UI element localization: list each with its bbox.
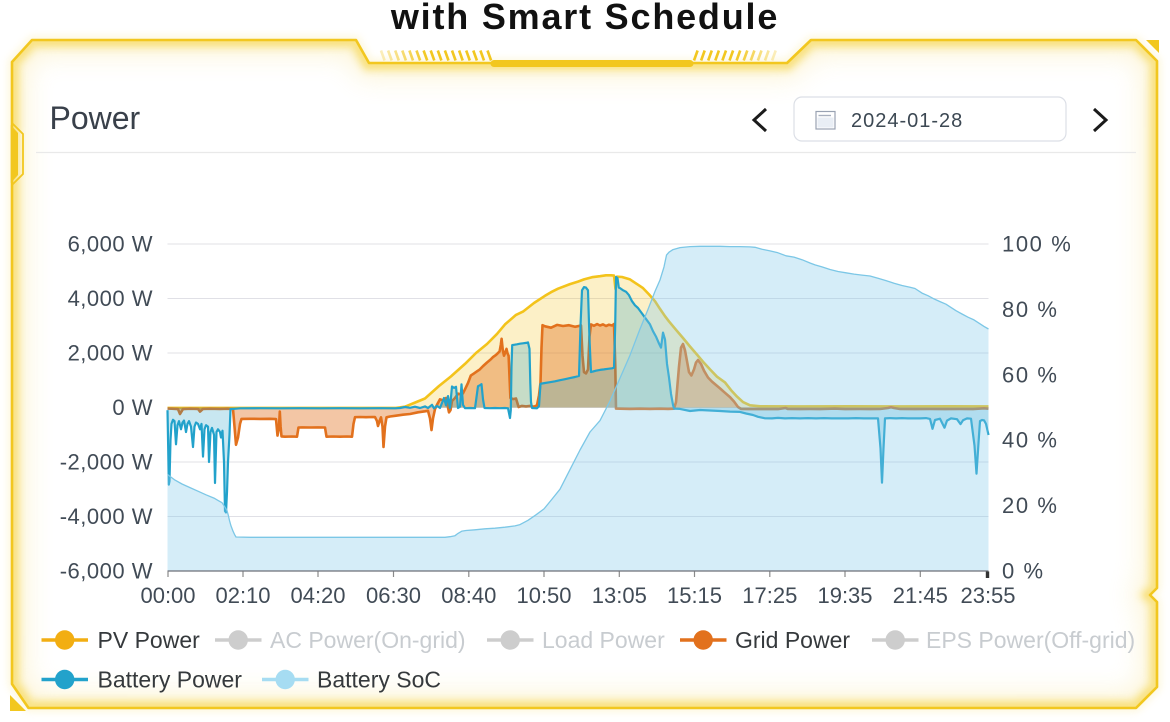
svg-text:Grid Power: Grid Power: [735, 627, 850, 653]
svg-text:-4,000 W: -4,000 W: [60, 504, 153, 529]
svg-text:4,000 W: 4,000 W: [68, 286, 153, 311]
svg-text:60 %: 60 %: [1002, 362, 1059, 387]
svg-text:80 %: 80 %: [1002, 297, 1059, 322]
svg-text:00:00: 00:00: [140, 583, 195, 608]
svg-text:20 %: 20 %: [1002, 493, 1059, 518]
svg-text:Battery SoC: Battery SoC: [317, 667, 441, 693]
svg-text:100 %: 100 %: [1002, 232, 1072, 257]
svg-text:-6,000 W: -6,000 W: [60, 559, 153, 584]
svg-text:PV Power: PV Power: [98, 627, 201, 653]
svg-text:0 W: 0 W: [112, 395, 153, 420]
svg-text:17:25: 17:25: [742, 583, 797, 608]
svg-text:-2,000 W: -2,000 W: [60, 450, 153, 475]
svg-text:AC Power(On-grid): AC Power(On-grid): [270, 627, 466, 653]
svg-text:06:30: 06:30: [366, 583, 421, 608]
svg-text:15:15: 15:15: [667, 583, 722, 608]
svg-text:10:50: 10:50: [516, 583, 571, 608]
svg-text:02:10: 02:10: [215, 583, 270, 608]
svg-text:Battery Power: Battery Power: [98, 667, 243, 693]
svg-text:EPS Power(Off-grid): EPS Power(Off-grid): [926, 627, 1135, 653]
svg-text:6,000 W: 6,000 W: [68, 232, 153, 257]
svg-text:0 %: 0 %: [1002, 559, 1045, 584]
svg-text:Power: Power: [50, 100, 141, 136]
svg-text:23:55: 23:55: [960, 583, 1015, 608]
svg-text:40 %: 40 %: [1002, 428, 1059, 453]
svg-text:21:45: 21:45: [893, 583, 948, 608]
svg-text:19:35: 19:35: [817, 583, 872, 608]
svg-text:13:05: 13:05: [592, 583, 647, 608]
svg-text:Load Power: Load Power: [542, 627, 665, 653]
svg-text:04:20: 04:20: [290, 583, 345, 608]
svg-text:08:40: 08:40: [441, 583, 496, 608]
svg-text:2,000 W: 2,000 W: [68, 341, 153, 366]
svg-text:2024-01-28: 2024-01-28: [851, 110, 963, 132]
